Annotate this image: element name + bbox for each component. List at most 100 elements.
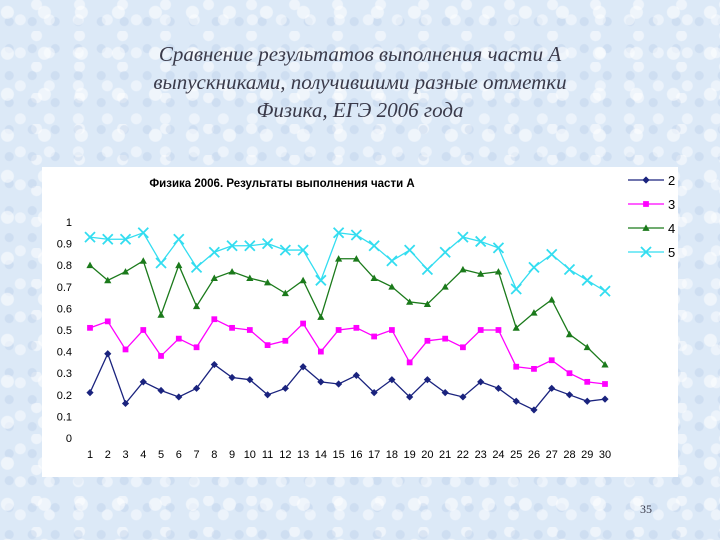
data-point: [475, 235, 487, 248]
x-tick-label: 18: [386, 449, 398, 461]
x-tick-label: 17: [368, 449, 380, 461]
data-point: [175, 335, 182, 342]
data-point: [599, 285, 611, 297]
data-point: [121, 399, 130, 408]
y-tick-label: 0.4: [57, 347, 72, 359]
data-point: [246, 274, 254, 282]
data-point: [368, 240, 380, 252]
data-point: [140, 327, 147, 333]
data-point: [226, 240, 238, 252]
data-point: [229, 324, 235, 331]
y-tick-label: 0.3: [57, 368, 72, 380]
data-point: [282, 337, 289, 344]
slide-title: Сравнение результатов выполнения части А…: [0, 40, 720, 124]
series-2: [86, 350, 609, 414]
data-point: [192, 302, 201, 310]
data-point: [104, 318, 111, 325]
series-line: [89, 318, 606, 385]
y-tick-label: 0.7: [57, 282, 72, 294]
data-point: [546, 248, 558, 261]
y-tick-label: 0: [66, 433, 72, 445]
data-point: [457, 231, 469, 243]
data-point: [640, 246, 652, 258]
data-point: [332, 227, 345, 239]
data-point: [494, 268, 503, 275]
data-point: [137, 227, 149, 239]
data-point: [84, 231, 96, 243]
legend-item: 3: [628, 197, 675, 212]
series-4: [86, 255, 609, 368]
y-tick-label: 1: [66, 217, 72, 229]
data-point: [566, 370, 573, 377]
data-point: [102, 233, 114, 245]
y-tick-label: 0.5: [57, 325, 72, 337]
data-point: [335, 255, 343, 262]
data-point: [494, 384, 503, 392]
data-point: [530, 406, 538, 414]
data-point: [86, 261, 94, 269]
data-point: [388, 283, 396, 290]
series-5: [84, 227, 611, 297]
data-point: [642, 176, 650, 184]
x-tick-label: 6: [176, 449, 182, 461]
data-point: [583, 397, 591, 405]
legend-label: 4: [668, 221, 675, 236]
x-tick-label: 25: [510, 449, 522, 461]
line-chart: Физика 2006. Результаты выполнения части…: [57, 173, 676, 461]
data-point: [424, 337, 431, 344]
y-tick-label: 0.6: [57, 303, 72, 315]
data-point: [299, 363, 307, 371]
data-point: [584, 378, 591, 385]
x-tick-label: 11: [262, 449, 273, 461]
x-tick-label: 3: [122, 449, 128, 461]
x-tick-label: 13: [297, 449, 309, 461]
data-point: [190, 261, 203, 273]
x-tick-label: 8: [211, 449, 217, 461]
data-point: [548, 384, 556, 392]
data-point: [389, 327, 395, 333]
data-point: [495, 327, 502, 333]
y-tick-label: 0.9: [57, 239, 72, 251]
data-point: [477, 270, 485, 277]
data-point: [157, 311, 165, 318]
data-point: [530, 309, 538, 316]
data-point: [87, 324, 93, 331]
data-point: [300, 320, 306, 327]
chart-container: Физика 2006. Результаты выполнения части…: [42, 167, 678, 477]
data-point: [423, 300, 432, 307]
data-point: [335, 380, 343, 388]
series-line: [89, 258, 606, 366]
x-tick-label: 5: [158, 449, 164, 461]
data-point: [244, 240, 256, 252]
data-point: [175, 393, 183, 401]
data-point: [317, 348, 324, 355]
chart-legend: 2 3 4 5: [628, 173, 675, 260]
data-point: [565, 391, 574, 399]
x-tick-label: 20: [421, 449, 433, 461]
data-point: [193, 344, 200, 351]
x-tick-label: 27: [546, 449, 558, 461]
y-tick-label: 0.2: [57, 390, 72, 402]
data-point: [281, 384, 289, 392]
series-3: [87, 316, 608, 387]
data-point: [563, 263, 576, 276]
data-point: [155, 257, 167, 269]
data-point: [477, 327, 484, 333]
page-number: 35: [640, 502, 652, 516]
slide-title-line-3: Физика, ЕГЭ 2006 года: [256, 98, 464, 122]
data-point: [583, 343, 591, 351]
data-point: [315, 274, 327, 286]
data-point: [299, 276, 307, 284]
x-tick-label: 22: [457, 449, 469, 461]
data-point: [459, 265, 467, 273]
data-point: [581, 274, 593, 286]
data-point: [192, 384, 201, 392]
x-tick-label: 7: [193, 449, 199, 461]
data-point: [157, 386, 165, 395]
x-tick-label: 12: [279, 449, 291, 461]
data-point: [317, 313, 325, 320]
data-point: [492, 242, 505, 254]
x-tick-label: 15: [332, 449, 344, 461]
data-point: [643, 201, 649, 207]
slide-title-line-2: выпускниками, получившими разные отметки: [153, 70, 567, 94]
